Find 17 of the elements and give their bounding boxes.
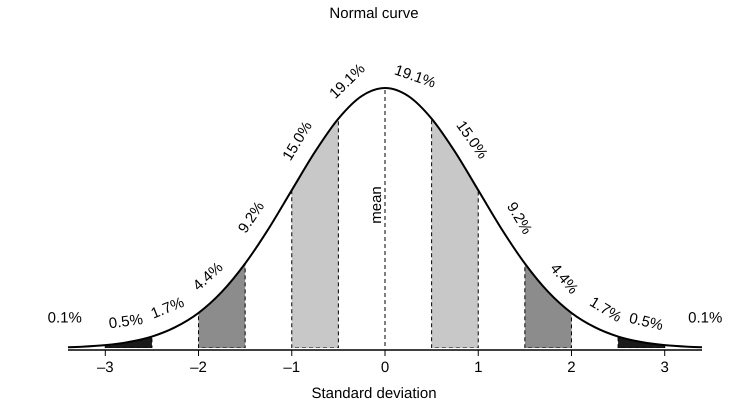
annotation: 0.1% xyxy=(48,310,82,327)
x-tick-label: 1 xyxy=(474,359,482,376)
x-axis-title: Standard deviation xyxy=(311,385,437,402)
annotation: 1.7% xyxy=(586,294,625,326)
ref-line-label: mean xyxy=(368,186,385,224)
annotation: 0.1% xyxy=(688,310,722,327)
chart-title: Normal curve xyxy=(329,5,419,22)
annotation: 0.5% xyxy=(108,311,144,332)
annotation: 1.7% xyxy=(148,294,187,322)
x-tick-label: 3 xyxy=(660,359,669,376)
x-tick-label: –3 xyxy=(96,359,114,376)
x-tick-label: –2 xyxy=(190,359,207,376)
x-tick-label: 2 xyxy=(567,359,576,376)
x-tick-label: –1 xyxy=(283,359,300,376)
x-tick-label: 0 xyxy=(380,359,390,376)
annotation: 0.5% xyxy=(627,310,665,334)
annotation: 19.1% xyxy=(392,62,438,92)
